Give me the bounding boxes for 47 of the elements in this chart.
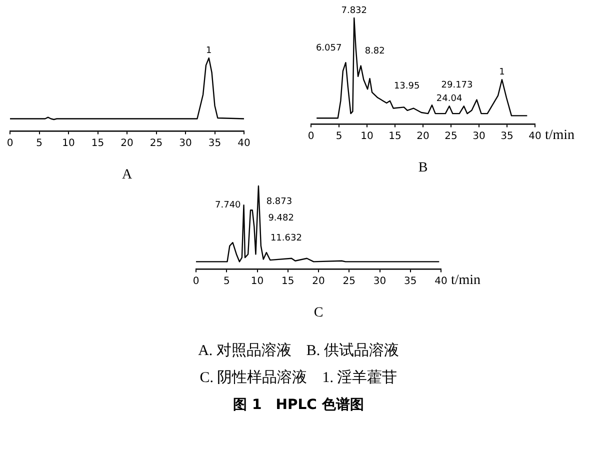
x-tick-label: 35 bbox=[404, 276, 417, 287]
text: A bbox=[122, 167, 133, 182]
x-tick-label: 15 bbox=[91, 138, 104, 149]
annotation: 1 bbox=[206, 46, 212, 56]
annotation: 11.632 bbox=[270, 233, 302, 244]
x-tick-label: 0 bbox=[308, 130, 314, 142]
x-tick-label: 15 bbox=[388, 130, 402, 142]
x-tick-label: 25 bbox=[342, 276, 356, 287]
text: C. 阴性样品溶液 1. 淫羊藿苷 bbox=[198, 368, 398, 388]
x-tick-label: 40 bbox=[528, 130, 542, 142]
annotation: 6.057 bbox=[316, 43, 342, 54]
text: C bbox=[314, 305, 324, 320]
annotation: 13.95 bbox=[394, 82, 420, 92]
x-tick-label: 0 bbox=[6, 138, 14, 149]
annotation: 7.740 bbox=[215, 200, 242, 210]
annotation: 8.873 bbox=[266, 196, 292, 207]
x-tick-label: 30 bbox=[472, 130, 486, 142]
annotation: 24.04 bbox=[436, 94, 462, 104]
x-tick-label: 25 bbox=[150, 138, 163, 149]
x-axis-title: t/min bbox=[451, 272, 481, 288]
annotation: 1 bbox=[499, 67, 505, 78]
x-tick-label: 10 bbox=[62, 138, 75, 149]
annotation: 9.482 bbox=[268, 214, 294, 224]
text: 图 1 HPLC 色谱图 bbox=[232, 396, 365, 415]
x-tick-label: 25 bbox=[444, 130, 458, 142]
x-tick-label: 30 bbox=[179, 138, 192, 149]
x-tick-label: 20 bbox=[416, 130, 430, 142]
x-tick-label: 10 bbox=[360, 130, 374, 142]
text: B bbox=[418, 160, 428, 176]
x-axis-title: t/min bbox=[545, 128, 575, 143]
annotation: 29.173 bbox=[441, 80, 473, 91]
x-tick-label: 40 bbox=[238, 138, 250, 149]
x-tick-label: 35 bbox=[208, 138, 222, 149]
x-tick-label: 10 bbox=[250, 276, 264, 287]
x-tick-label: 30 bbox=[373, 276, 386, 287]
x-tick-label: 35 bbox=[500, 130, 514, 142]
x-tick-label: 5 bbox=[336, 130, 342, 142]
text: A. 对照品溶液 B. 供试品溶液 bbox=[197, 341, 400, 361]
x-tick-label: 40 bbox=[434, 276, 448, 287]
x-tick-label: 0 bbox=[192, 276, 200, 287]
x-tick-label: 20 bbox=[312, 276, 325, 287]
x-tick-label: 15 bbox=[282, 276, 294, 287]
annotation: 7.832 bbox=[341, 6, 368, 16]
x-tick-label: 5 bbox=[223, 276, 230, 287]
annotation: 8.82 bbox=[364, 46, 385, 57]
x-tick-label: 5 bbox=[36, 138, 42, 149]
x-tick-label: 20 bbox=[120, 138, 134, 149]
